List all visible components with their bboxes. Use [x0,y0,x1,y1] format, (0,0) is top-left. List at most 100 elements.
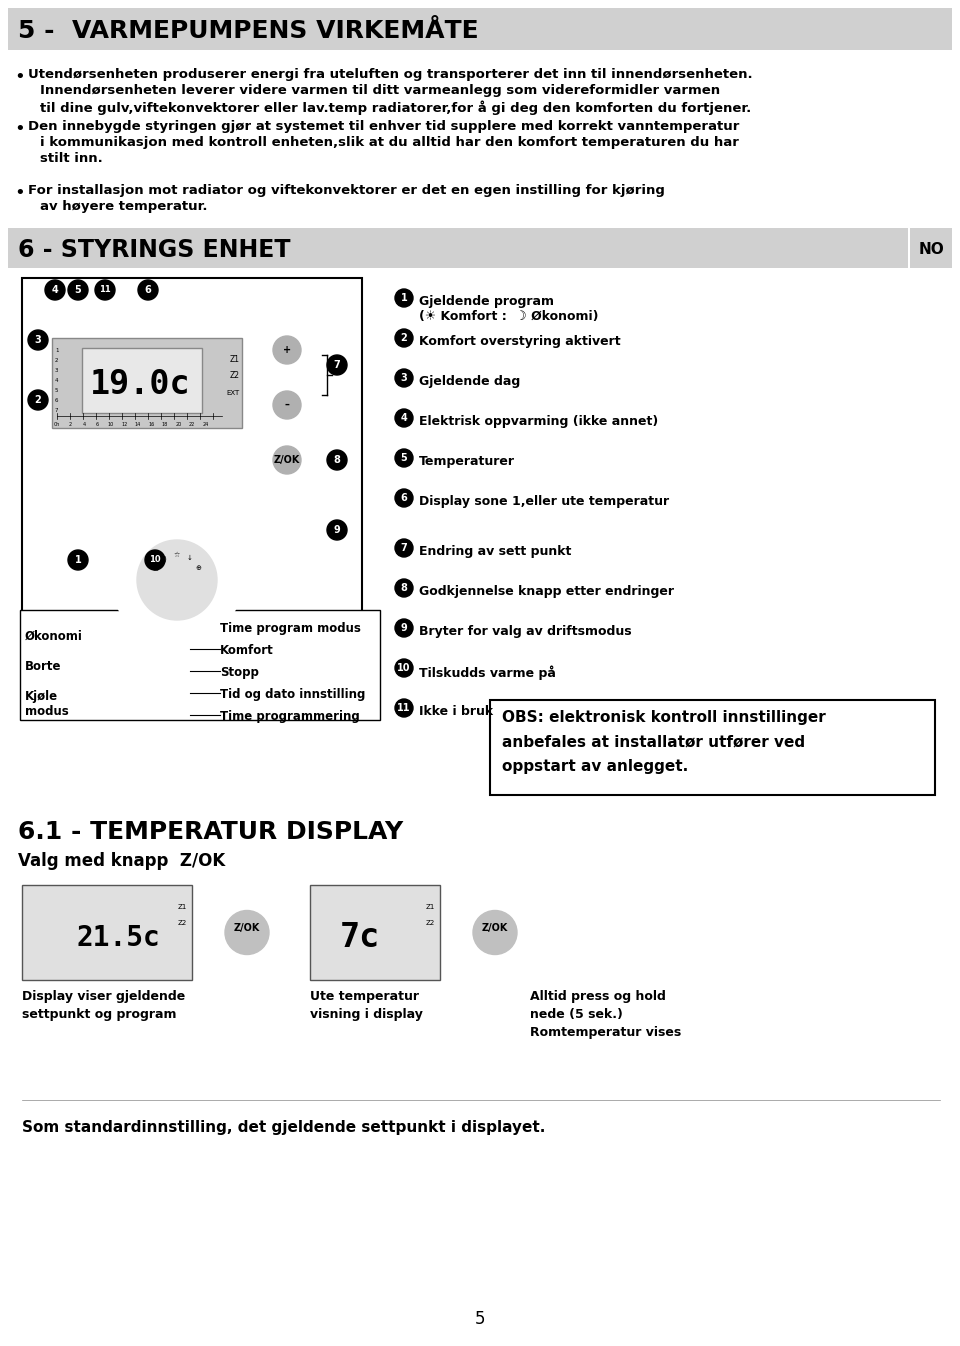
FancyBboxPatch shape [490,700,935,795]
Text: •: • [14,120,25,139]
Text: 6: 6 [55,397,59,402]
Text: 7c: 7c [340,921,380,954]
Text: Display viser gjeldende
settpunkt og program: Display viser gjeldende settpunkt og pro… [22,991,185,1022]
Circle shape [327,355,347,376]
Circle shape [273,336,301,363]
Text: Kjøle
modus: Kjøle modus [25,690,69,717]
FancyBboxPatch shape [22,886,192,980]
Text: Ikke i bruk: Ikke i bruk [419,705,493,717]
Text: Alltid press og hold
nede (5 sek.)
Romtemperatur vises: Alltid press og hold nede (5 sek.) Romte… [530,991,682,1039]
Text: 2: 2 [69,421,72,427]
Text: Tilskudds varme på: Tilskudds varme på [419,665,556,680]
Circle shape [395,699,413,717]
Text: Z/OK: Z/OK [234,922,260,933]
Circle shape [68,551,88,569]
Text: 5: 5 [75,285,82,295]
Circle shape [395,328,413,347]
Text: 21.5c: 21.5c [77,923,160,952]
Text: Z1: Z1 [178,905,187,910]
Circle shape [45,280,65,300]
Text: Valg med knapp  Z/OK: Valg med knapp Z/OK [18,852,226,870]
Text: 10: 10 [397,664,411,673]
Circle shape [138,280,158,300]
Text: stilt inn.: stilt inn. [40,152,103,166]
FancyBboxPatch shape [20,610,380,720]
Text: 6.1 - TEMPERATUR DISPLAY: 6.1 - TEMPERATUR DISPLAY [18,820,403,844]
Text: 2: 2 [55,358,59,362]
Circle shape [395,619,413,637]
Text: +: + [283,345,291,355]
Text: ↓: ↓ [186,556,192,561]
Circle shape [395,369,413,388]
Text: Z2: Z2 [178,921,187,926]
Text: 4: 4 [55,377,59,382]
Text: 11: 11 [99,285,110,295]
Text: 5: 5 [400,454,407,463]
Text: 7: 7 [55,408,59,412]
Text: av høyere temperatur.: av høyere temperatur. [40,201,207,213]
Text: 3: 3 [400,373,407,384]
Circle shape [145,551,165,569]
Text: 16: 16 [149,421,155,427]
FancyBboxPatch shape [52,338,242,428]
Text: –: – [284,400,289,411]
Circle shape [95,280,115,300]
Text: 3: 3 [35,335,41,345]
Text: 20: 20 [176,421,181,427]
Text: 4: 4 [83,421,85,427]
Text: Stopp: Stopp [220,666,259,678]
Text: Gjeldende dag: Gjeldende dag [419,376,520,388]
Text: Tid og dato innstilling: Tid og dato innstilling [220,688,366,701]
Text: 8: 8 [400,583,407,594]
Text: ☆: ☆ [174,552,180,559]
Text: 11: 11 [397,703,411,713]
Text: 6: 6 [145,285,152,295]
FancyBboxPatch shape [8,227,908,268]
Circle shape [112,516,242,645]
Text: ⊕: ⊕ [196,564,202,571]
Text: •: • [14,184,25,202]
Text: 9: 9 [334,525,341,534]
Text: 18: 18 [162,421,168,427]
Circle shape [395,489,413,507]
Text: Temperaturer: Temperaturer [419,455,515,468]
Circle shape [327,450,347,470]
FancyBboxPatch shape [8,8,952,50]
Text: 8: 8 [333,455,341,464]
Circle shape [327,520,347,540]
Text: 19.0c: 19.0c [90,367,191,401]
Text: Innendørsenheten leverer videre varmen til ditt varmeanlegg som videreformidler : Innendørsenheten leverer videre varmen t… [40,83,720,97]
Text: 7: 7 [400,542,407,553]
Text: Elektrisk oppvarming (ikke annet): Elektrisk oppvarming (ikke annet) [419,415,659,428]
Text: 10: 10 [108,421,114,427]
Text: Time programmering: Time programmering [220,709,360,723]
Text: Z2: Z2 [425,921,435,926]
Text: Den innebygde styringen gjør at systemet til enhver tid supplere med korrekt van: Den innebygde styringen gjør at systemet… [28,120,739,133]
Text: Z1: Z1 [425,905,435,910]
Text: 4: 4 [400,413,407,423]
Text: ◼: ◼ [153,564,158,571]
Text: Bryter for valg av driftsmodus: Bryter for valg av driftsmodus [419,625,632,638]
Text: Utendørsenheten produserer energi fra uteluften og transporterer det inn til inn: Utendørsenheten produserer energi fra ut… [28,69,753,81]
Text: til dine gulv,viftekonvektorer eller lav.temp radiatorer,for å gi deg den komfor: til dine gulv,viftekonvektorer eller lav… [40,100,752,114]
Circle shape [395,289,413,307]
Text: 3: 3 [55,367,59,373]
Circle shape [395,579,413,598]
Text: Godkjennelse knapp etter endringer: Godkjennelse knapp etter endringer [419,586,674,598]
Text: 5: 5 [475,1310,485,1329]
Text: i kommunikasjon med kontroll enheten,slik at du alltid har den komfort temperatu: i kommunikasjon med kontroll enheten,sli… [40,136,739,149]
FancyBboxPatch shape [82,349,202,413]
Circle shape [68,280,88,300]
Text: NO: NO [918,242,944,257]
Text: Komfort overstyring aktivert: Komfort overstyring aktivert [419,335,620,349]
Text: 5 -  VARMEPUMPENS VIRKEMÅTE: 5 - VARMEPUMPENS VIRKEMÅTE [18,19,479,43]
Circle shape [137,540,217,621]
Circle shape [273,390,301,419]
Text: 6: 6 [400,493,407,503]
Text: 0h: 0h [54,421,60,427]
Text: Borte: Borte [25,660,61,673]
Circle shape [28,330,48,350]
Text: Gjeldende program
(☀ Komfort :  ☽ Økonomi): Gjeldende program (☀ Komfort : ☽ Økonomi… [419,295,598,323]
Text: Z/OK: Z/OK [482,922,508,933]
Text: 6 - STYRINGS ENHET: 6 - STYRINGS ENHET [18,238,291,262]
